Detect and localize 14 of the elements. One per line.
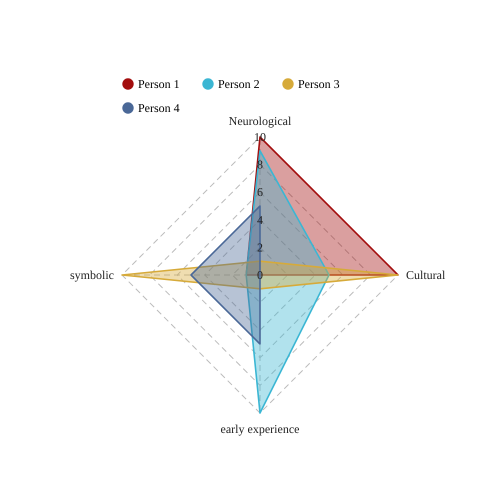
y-tick-label: 4 [257, 212, 263, 227]
legend-label: Person 3 [298, 77, 340, 91]
legend-label: Person 1 [138, 77, 180, 91]
legend-label: Person 2 [218, 77, 260, 91]
y-tick-label: 8 [257, 158, 263, 172]
spoke-label: Cultural [406, 268, 446, 282]
y-tick-label: 0 [257, 268, 263, 282]
legend-label: Person 4 [138, 101, 180, 115]
spoke-label: symbolic [70, 268, 114, 282]
spoke-label: early experience [220, 422, 300, 436]
spoke-label: Neurological [228, 114, 292, 128]
y-tick-label: 2 [257, 240, 263, 254]
y-tick-label: 6 [257, 185, 263, 200]
y-tick-label: 10 [254, 130, 266, 144]
